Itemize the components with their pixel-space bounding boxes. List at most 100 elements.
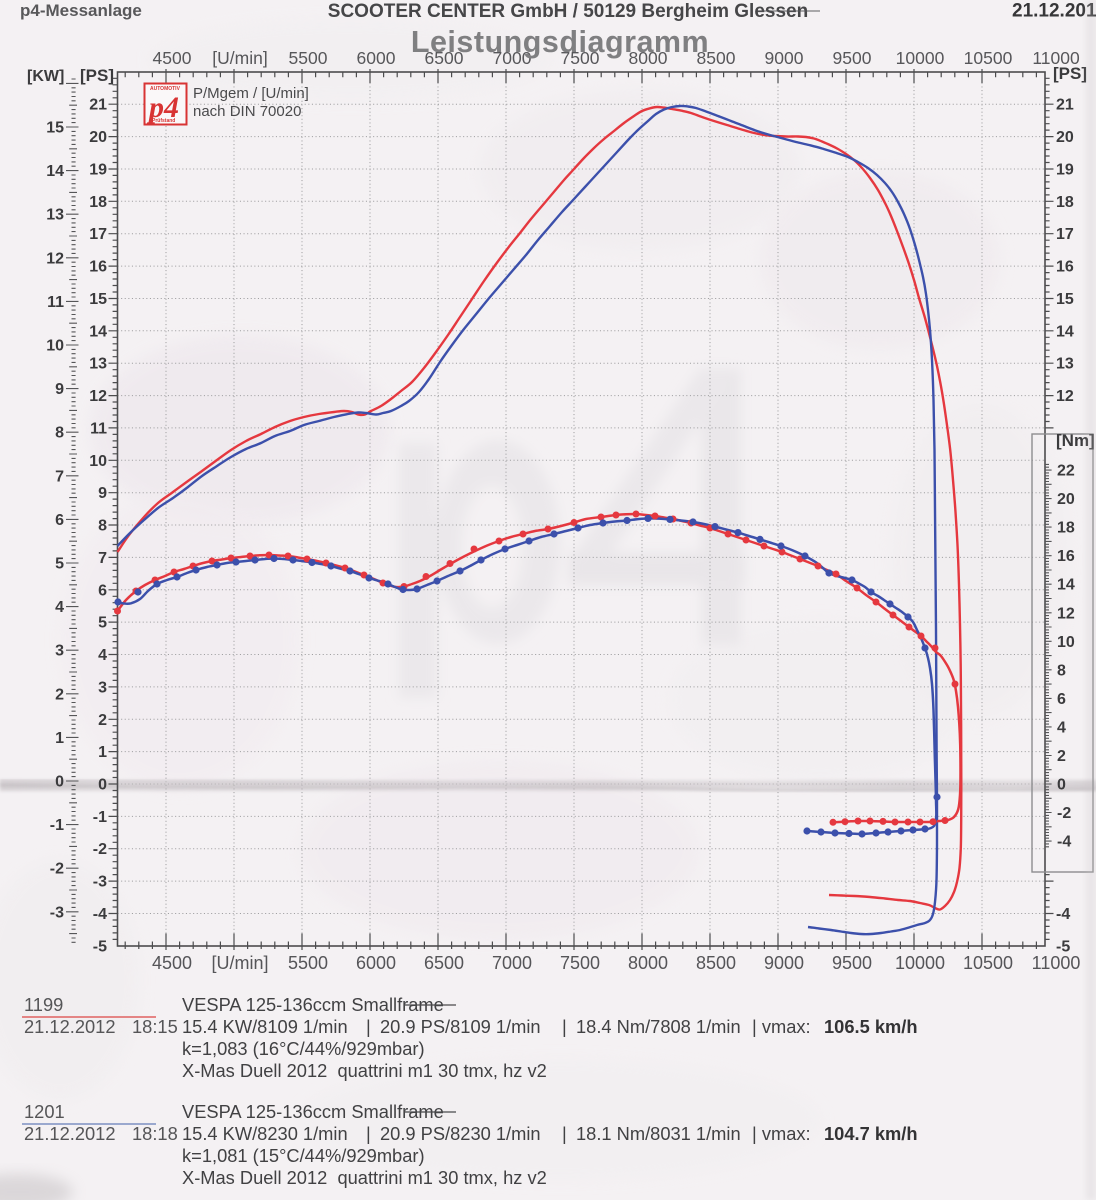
svg-text:0: 0 [1057,777,1066,794]
svg-text:|: | [562,1016,567,1037]
svg-text:9500: 9500 [832,953,872,973]
svg-text:21: 21 [89,97,107,114]
svg-text:p4-Messanlage: p4-Messanlage [20,1,142,20]
svg-text:AUTOMOTIV: AUTOMOTIV [150,86,181,92]
svg-text:4500: 4500 [152,953,192,973]
svg-text:20: 20 [1056,129,1074,146]
svg-text:15: 15 [1056,291,1074,308]
svg-text:2: 2 [98,712,107,729]
svg-text:-3: -3 [50,904,64,921]
svg-text:13: 13 [1056,356,1074,373]
svg-text:0: 0 [55,774,64,791]
svg-text:6000: 6000 [356,953,396,973]
svg-text:7000: 7000 [492,953,532,973]
svg-text:k=1,081 (15°C/44%/929mbar): k=1,081 (15°C/44%/929mbar) [182,1145,425,1166]
svg-text:VESPA 125-136ccm Smallframe: VESPA 125-136ccm Smallframe [182,994,444,1015]
svg-text:1201: 1201 [24,1101,65,1122]
svg-text:15: 15 [89,291,107,308]
svg-text:18:18: 18:18 [132,1123,178,1144]
svg-text:SCOOTER CENTER GmbH / 50129 Be: SCOOTER CENTER GmbH / 50129 Bergheim Gle… [328,1,808,22]
svg-text:8000: 8000 [629,48,668,68]
svg-text:p4: p4 [146,91,179,124]
svg-text:12: 12 [46,250,64,267]
svg-text:3: 3 [98,679,107,696]
svg-text:-5: -5 [93,938,107,955]
svg-text:14: 14 [46,163,64,180]
svg-text:10: 10 [89,453,107,470]
svg-text:9: 9 [55,381,64,398]
svg-text:18: 18 [89,194,107,211]
svg-text:12: 12 [1057,605,1075,622]
svg-text:|: | [366,1123,371,1144]
svg-text:22: 22 [1057,463,1075,480]
svg-text:10000: 10000 [895,953,945,973]
svg-text:21.12.2012: 21.12.2012 [24,1123,116,1144]
svg-text:18:15: 18:15 [132,1016,178,1037]
svg-text:nach DIN 70020: nach DIN 70020 [193,103,301,120]
svg-text:1199: 1199 [24,994,63,1015]
svg-text:14: 14 [89,323,107,340]
svg-text:15.4 KW/8109 1/min: 15.4 KW/8109 1/min [182,1016,348,1037]
svg-text:[PS]: [PS] [1053,64,1087,83]
svg-text:-2: -2 [50,861,64,878]
svg-text:1: 1 [98,744,107,761]
svg-text:16: 16 [1056,259,1074,276]
svg-text:8000: 8000 [628,953,668,973]
svg-text:X-Mas Duell 2012 quattrini m1: X-Mas Duell 2012 quattrini m1 30 tmx, hz… [182,1060,547,1081]
svg-text:3: 3 [55,643,64,660]
svg-text:15.4 KW/8230 1/min: 15.4 KW/8230 1/min [182,1123,348,1144]
svg-text:|: | [562,1123,567,1144]
svg-text:[PS]: [PS] [80,66,114,85]
svg-text:5: 5 [98,615,107,632]
svg-text:18: 18 [1056,194,1074,211]
svg-text:5500: 5500 [289,48,328,68]
svg-text:k=1,083 (16°C/44%/929mbar): k=1,083 (16°C/44%/929mbar) [182,1038,425,1059]
svg-text:7500: 7500 [561,48,600,68]
svg-text:-2: -2 [93,841,107,858]
svg-text:18.4 Nm/7808 1/min: 18.4 Nm/7808 1/min [576,1016,741,1037]
svg-text:2: 2 [1057,748,1066,765]
svg-text:20: 20 [89,129,107,146]
svg-text:4500: 4500 [153,48,192,68]
svg-text:|: | [366,1016,371,1037]
svg-text:[U/min]: [U/min] [211,953,268,973]
svg-text:9500: 9500 [833,48,872,68]
svg-text:16: 16 [1057,548,1075,565]
svg-text:8: 8 [55,425,64,442]
svg-text:21.12.2012: 21.12.2012 [1012,1,1096,22]
svg-text:4: 4 [98,647,107,664]
svg-text:11: 11 [47,294,64,311]
svg-text:[U/min]: [U/min] [212,48,267,68]
svg-text:5: 5 [55,556,64,573]
svg-text:VESPA 125-136ccm Smallframe: VESPA 125-136ccm Smallframe [182,1101,444,1122]
svg-text:7000: 7000 [493,48,532,68]
svg-text:1: 1 [55,730,64,747]
svg-text:17: 17 [1056,226,1074,243]
svg-text:4: 4 [55,599,64,616]
svg-text:11: 11 [90,420,107,437]
svg-text:13: 13 [46,207,64,224]
svg-text:6000: 6000 [357,48,396,68]
svg-text:19: 19 [89,161,107,178]
svg-text:10500: 10500 [964,48,1013,68]
svg-text:2: 2 [55,686,64,703]
svg-text:15: 15 [46,120,64,137]
svg-text:10000: 10000 [896,48,945,68]
svg-text:18: 18 [1057,520,1075,537]
svg-text:6500: 6500 [425,48,464,68]
svg-text:6: 6 [98,582,107,599]
svg-text:X-Mas Duell 2012 quattrini m1: X-Mas Duell 2012 quattrini m1 30 tmx, hz… [182,1167,547,1188]
svg-text:4: 4 [1057,719,1066,736]
svg-text:11000: 11000 [1032,48,1080,68]
svg-text:104.7 km/h: 104.7 km/h [824,1123,918,1144]
svg-text:14: 14 [1056,323,1074,340]
svg-text:6: 6 [55,512,64,529]
svg-text:21: 21 [1056,97,1074,114]
svg-text:10500: 10500 [963,953,1013,973]
svg-text:20: 20 [1057,491,1075,508]
svg-text:20.9 PS/8109 1/min: 20.9 PS/8109 1/min [380,1016,541,1037]
svg-text:-1: -1 [93,809,107,826]
svg-text:-4: -4 [1057,834,1071,851]
svg-text:-1: -1 [50,817,64,834]
svg-text:[KW]: [KW] [27,68,64,85]
